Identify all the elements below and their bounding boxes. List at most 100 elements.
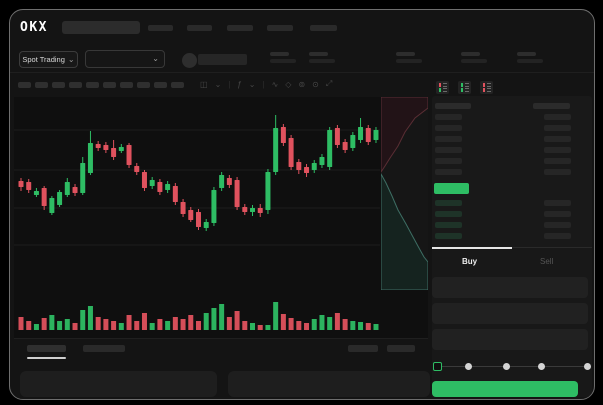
orderbook-asks-icon[interactable]: [480, 81, 493, 94]
ask-price: [435, 136, 462, 142]
nav-item[interactable]: [187, 25, 212, 31]
ask-price: [435, 158, 462, 164]
ask-amount: [544, 114, 571, 120]
ask-amount: [544, 147, 571, 153]
toggle-glyph-row: [482, 90, 491, 92]
chart-toolbar-icons: ◫ ⌄ | ƒ ⌄ | ∿ ◇ ⊚ ⊙ ⤢: [200, 79, 332, 89]
ask-price: [435, 125, 462, 131]
active-tab-underline: [432, 247, 512, 249]
nav-item[interactable]: [310, 25, 337, 31]
ask-price: [435, 114, 462, 120]
stat-label: [396, 52, 415, 56]
toggle-glyph-row: [438, 85, 447, 88]
orders-tab-active[interactable]: [27, 345, 66, 352]
candlestick-chart[interactable]: [10, 10, 595, 400]
nav-item[interactable]: [148, 25, 173, 31]
bid-price: [435, 233, 462, 239]
tab-sell[interactable]: Sell: [540, 257, 554, 266]
buy-button[interactable]: [432, 381, 578, 397]
slider-handle[interactable]: [433, 362, 442, 371]
tab-buy[interactable]: Buy: [462, 257, 478, 266]
ask-price: [435, 169, 462, 175]
last-price-badge[interactable]: [434, 183, 469, 194]
toggle-glyph-row: [438, 90, 447, 92]
ask-amount: [544, 169, 571, 175]
stat-label: [461, 52, 480, 56]
chevron-down-icon[interactable]: ⌄: [214, 79, 222, 89]
bid-amount: [544, 211, 571, 217]
amount-input[interactable]: [432, 303, 588, 324]
toggle-glyph-row: [460, 90, 469, 92]
orders-action-2[interactable]: [387, 345, 415, 352]
chart-type-icon[interactable]: ◫: [200, 79, 208, 89]
divider: |: [228, 79, 231, 89]
magnet-icon[interactable]: ◇: [285, 79, 292, 89]
slider-dot[interactable]: [464, 363, 472, 370]
slider-dot[interactable]: [502, 363, 510, 370]
chevron-down-icon[interactable]: ⌄: [248, 79, 256, 89]
timeframe-button[interactable]: [69, 82, 82, 88]
app-window: OKX Spot Trading ⌄ ⌄ ◫ ⌄ | ƒ ⌄ | ∿ ◇ ⊚ ⊙ ⤢ Buy Sel…: [9, 9, 595, 400]
orderbook-both-icon[interactable]: [436, 81, 449, 94]
ask-amount: [544, 136, 571, 142]
search-bar[interactable]: [62, 21, 140, 34]
timeframe-button[interactable]: [35, 82, 48, 88]
price-input[interactable]: [432, 277, 588, 298]
stat-value: [396, 59, 422, 63]
stat-value: [461, 59, 487, 63]
timeframe-button[interactable]: [103, 82, 116, 88]
timeframe-button[interactable]: [137, 82, 150, 88]
line-tool-icon[interactable]: ∿: [271, 79, 279, 89]
timeframe-button[interactable]: [86, 82, 99, 88]
slider-dot[interactable]: [537, 363, 545, 370]
order-book-amount-header: [533, 103, 570, 109]
timeframe-button[interactable]: [18, 82, 31, 88]
orders-action-1[interactable]: [348, 345, 378, 352]
timeframe-button[interactable]: [52, 82, 65, 88]
toggle-glyph-row: [460, 83, 469, 85]
orders-tab-underline: [27, 357, 66, 359]
orderbook-bids-icon[interactable]: [458, 81, 471, 94]
toggle-glyph-row: [438, 83, 447, 85]
ask-amount: [544, 125, 571, 131]
orders-tab-2[interactable]: [83, 345, 125, 352]
chevron-down-icon: ⌄: [67, 54, 75, 64]
coin-icon: [182, 53, 197, 68]
timeframe-button[interactable]: [154, 82, 167, 88]
market-type-dropdown[interactable]: Spot Trading ⌄: [19, 51, 78, 68]
total-input[interactable]: [432, 329, 588, 350]
depth-panel[interactable]: [380, 96, 429, 291]
timeframe-button[interactable]: [120, 82, 133, 88]
stat-label: [517, 52, 536, 56]
settings-icon[interactable]: ⊙: [312, 79, 319, 89]
timeframe-button[interactable]: [171, 82, 184, 88]
divider: |: [262, 79, 265, 89]
market-type-label: Spot Trading: [22, 55, 65, 64]
bid-amount: [544, 222, 571, 228]
stat-value: [517, 59, 543, 63]
fullscreen-icon[interactable]: ⤢: [325, 79, 333, 88]
bottom-divider: [14, 338, 428, 339]
stat-value: [309, 59, 335, 63]
bid-price: [435, 200, 462, 206]
price-placeholder: [198, 54, 247, 65]
slider-dot[interactable]: [583, 363, 591, 370]
indicators-icon[interactable]: ƒ: [237, 79, 242, 89]
nav-item[interactable]: [227, 25, 253, 31]
stat-value: [270, 59, 296, 63]
camera-icon[interactable]: ⊚: [298, 79, 306, 89]
ask-amount: [544, 158, 571, 164]
pair-selector-dropdown[interactable]: ⌄: [85, 50, 165, 68]
toggle-glyph-row: [438, 87, 447, 90]
toggle-glyph-row: [460, 85, 469, 88]
amount-slider[interactable]: [436, 366, 588, 367]
orders-panel-right: [228, 371, 430, 397]
nav-item[interactable]: [267, 25, 293, 31]
buy-sell-tabs: Buy Sell: [432, 247, 592, 271]
toggle-glyph-row: [482, 85, 491, 88]
toggle-glyph-row: [482, 87, 491, 90]
orders-panel-left: [20, 371, 217, 397]
header-divider: [10, 72, 594, 73]
depth-chart: [380, 96, 429, 291]
stat-label: [270, 52, 289, 56]
